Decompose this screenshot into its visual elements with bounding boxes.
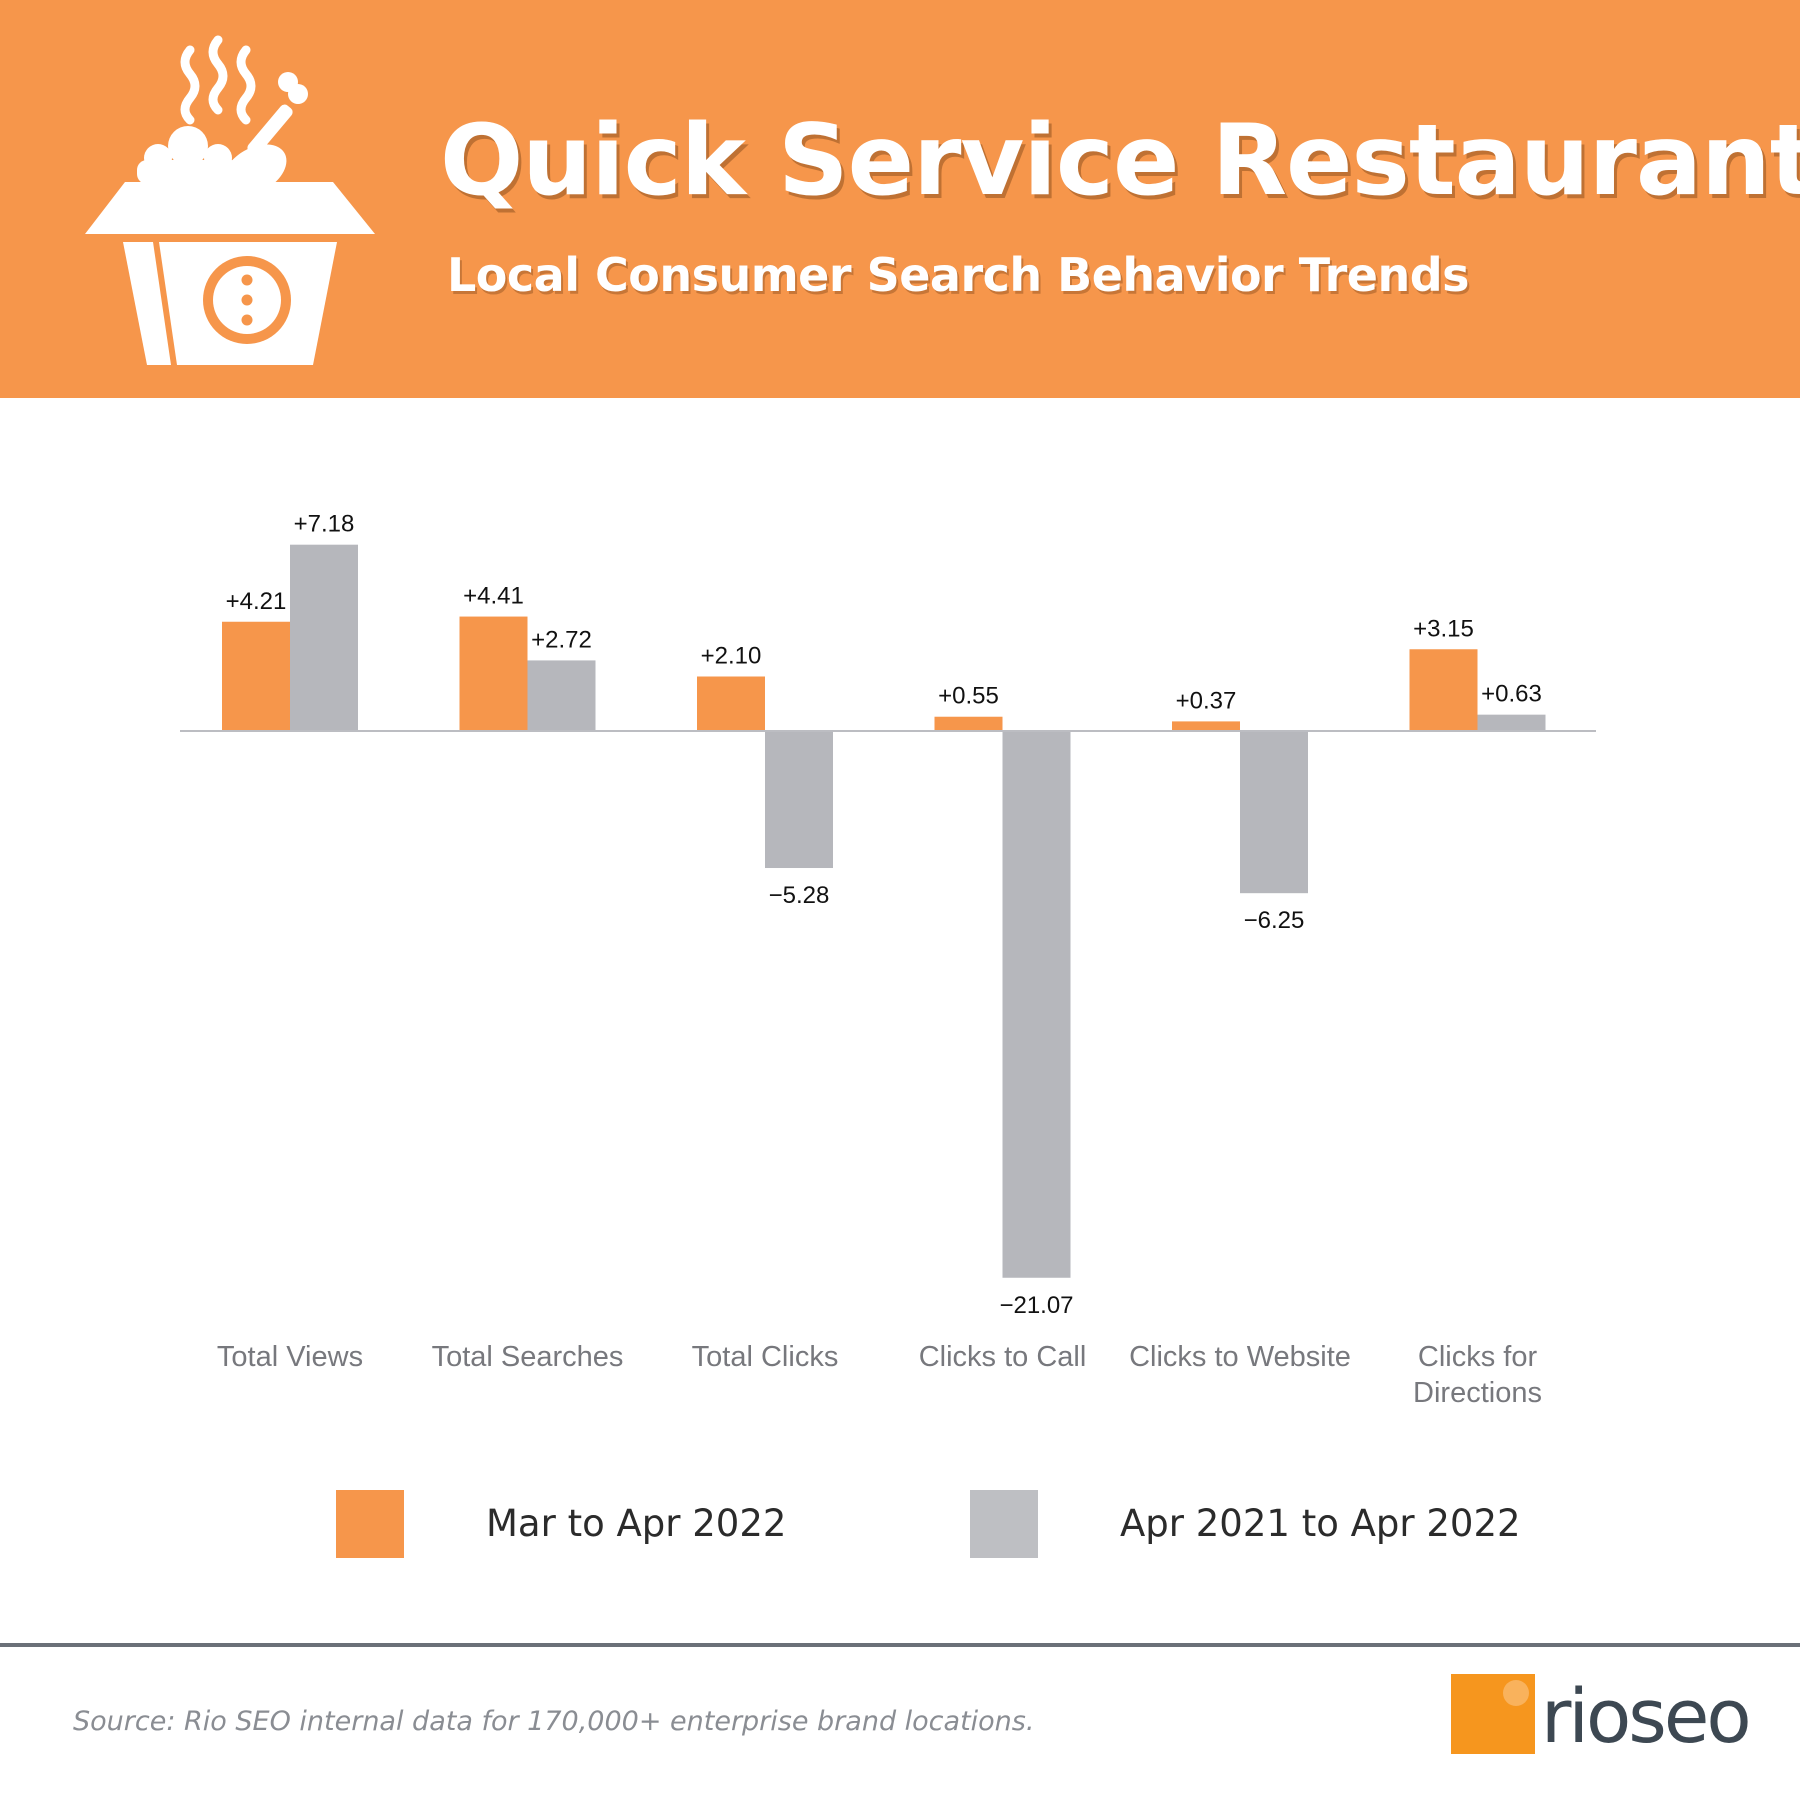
footer-divider — [0, 1643, 1800, 1647]
legend-label: Mar to Apr 2022 — [486, 1502, 787, 1545]
legend-label: Apr 2021 to Apr 2022 — [1120, 1502, 1521, 1545]
page-title: Quick Service Restaurants — [440, 104, 1800, 218]
data-label: +3.15 — [1413, 615, 1474, 642]
data-label: +0.63 — [1481, 681, 1542, 708]
legend-swatch-orange — [336, 1490, 404, 1558]
bar-total-clicks-series-1 — [697, 676, 765, 731]
bar-chart: +4.21 +7.18 Total Views +4.41 +2.72 Total Sea… — [180, 511, 1596, 1409]
bar-clicks-to-call-series-2 — [1002, 731, 1071, 1278]
bar-total-searches-series-2 — [527, 660, 596, 731]
bar-clicks-to-website-series-1 — [1172, 721, 1240, 731]
brand-word-rio: rio — [1541, 1674, 1631, 1760]
header-banner: Quick Service Restaurants Local Consumer… — [0, 0, 1800, 398]
legend-swatch-gray — [970, 1490, 1038, 1558]
category-label-clicks-to-call: Clicks to Call — [919, 1341, 1087, 1373]
category-label-line: Clicks to Call — [919, 1341, 1087, 1373]
rio-seo-logo-icon — [1451, 1674, 1535, 1754]
category-label-line: Directions — [1413, 1377, 1542, 1409]
bar-clicks-for-directions-series-2 — [1477, 714, 1546, 731]
bar-clicks-to-website-series-2 — [1240, 731, 1308, 894]
brand-word-seo: seo — [1628, 1674, 1751, 1760]
data-label: +7.18 — [294, 511, 355, 538]
page-subtitle: Local Consumer Search Behavior Trends — [447, 248, 1470, 302]
category-label-line: Clicks to Website — [1129, 1341, 1351, 1373]
category-label-clicks-to-website: Clicks to Website — [1129, 1341, 1351, 1373]
brand-wordmark: rioseo — [1541, 1674, 1752, 1760]
category-label-total-searches: Total Searches — [432, 1341, 624, 1373]
rio-seo-logo: rioseo — [1446, 1672, 1781, 1782]
data-label: +2.72 — [531, 626, 592, 653]
bar-total-views-series-2 — [290, 544, 358, 731]
data-label: −6.25 — [1244, 907, 1305, 934]
data-label: −5.28 — [769, 882, 830, 909]
bar-total-clicks-series-2 — [765, 731, 833, 869]
category-label-line: Total Clicks — [692, 1341, 839, 1373]
bar-clicks-to-call-series-1 — [934, 716, 1003, 731]
data-label: +4.41 — [463, 583, 524, 610]
data-label: +2.10 — [701, 643, 762, 670]
chart-legend: Mar to Apr 2022 Apr 2021 to Apr 2022 — [0, 1490, 1800, 1570]
data-label: +4.21 — [226, 588, 287, 615]
bar-total-searches-series-1 — [459, 616, 528, 731]
category-label-clicks-for-directions: Clicks for Directions — [1413, 1341, 1542, 1409]
category-label-total-views: Total Views — [217, 1341, 363, 1373]
bar-total-views-series-1 — [222, 621, 290, 731]
category-label-line: Total Searches — [432, 1341, 624, 1373]
source-note: Source: Rio SEO internal data for 170,00… — [73, 1706, 1035, 1737]
data-label: −21.07 — [999, 1292, 1073, 1319]
data-label: +0.37 — [1176, 687, 1237, 714]
data-label: +0.55 — [938, 683, 999, 710]
category-label-line: Clicks for — [1418, 1341, 1538, 1373]
takeout-food-box-icon — [85, 35, 375, 365]
category-label-total-clicks: Total Clicks — [692, 1341, 839, 1373]
bar-clicks-for-directions-series-1 — [1409, 649, 1478, 731]
category-label-line: Total Views — [217, 1341, 363, 1373]
